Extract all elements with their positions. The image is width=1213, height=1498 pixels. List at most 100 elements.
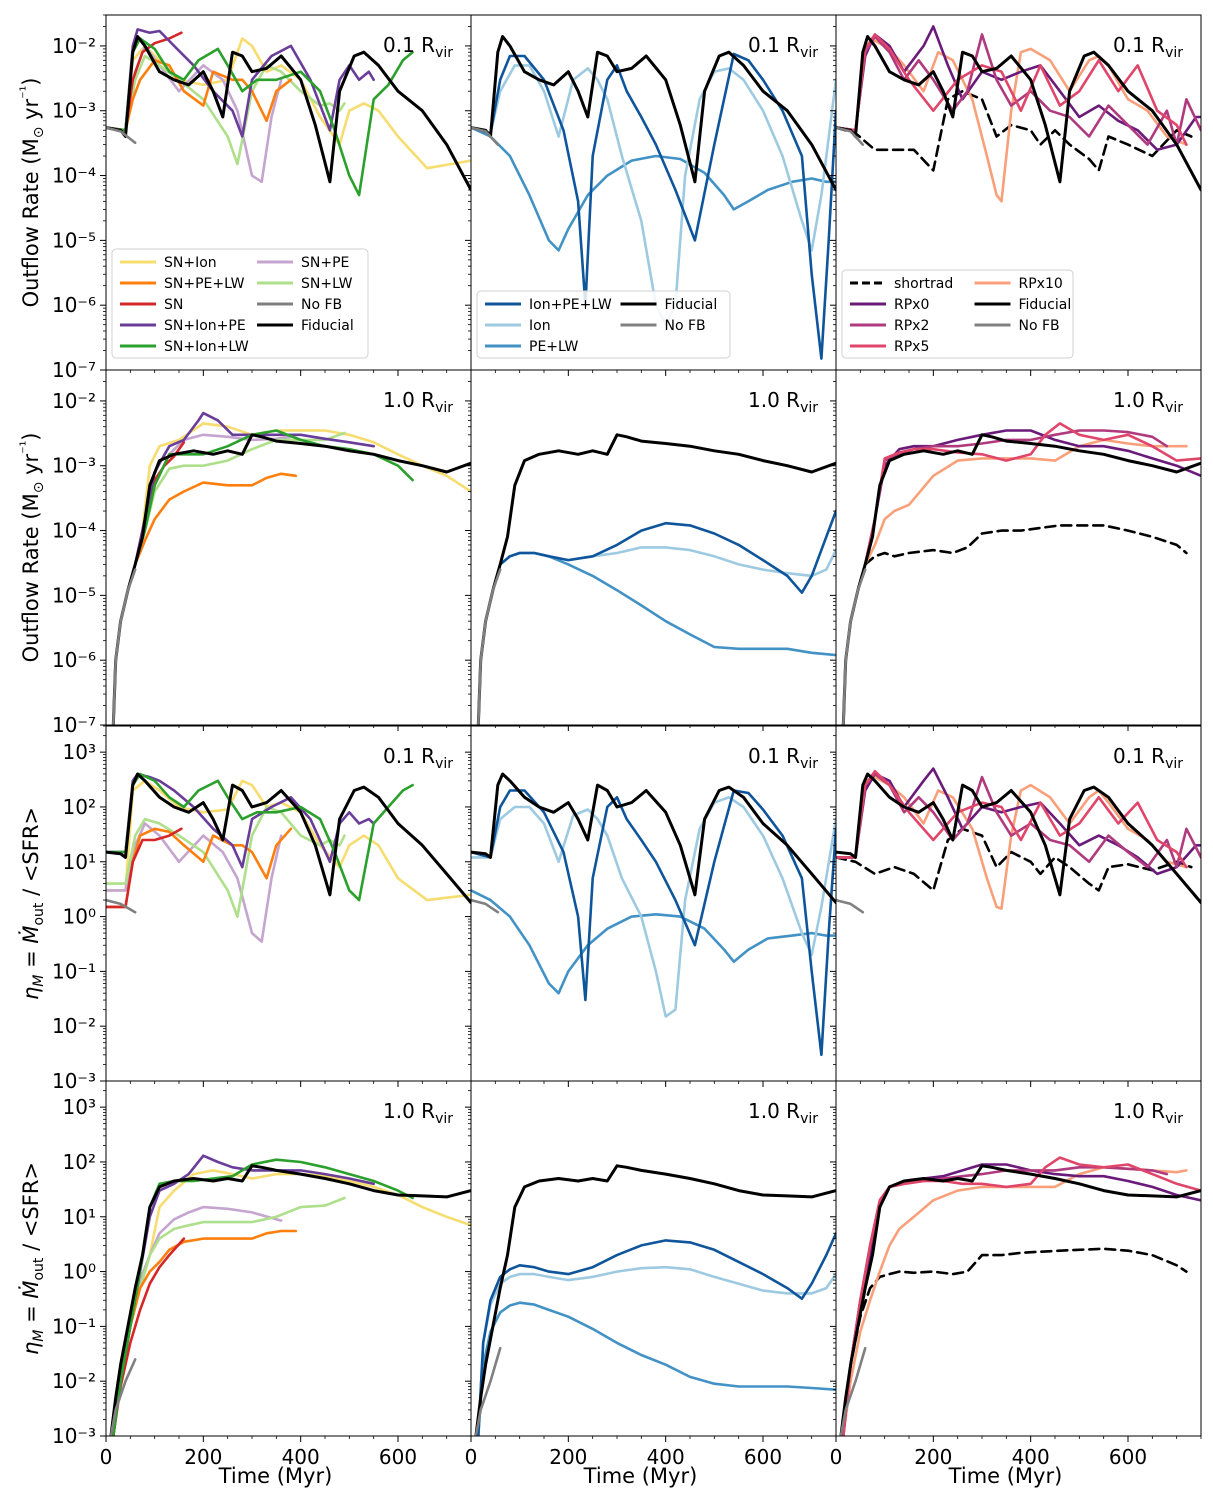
label-part: Outflow Rate (M [19, 493, 43, 662]
y-axis-label-eta-row3: ηM = Ṁout / <SFR> [18, 807, 47, 1000]
y-tick-label: 10⁰ [63, 905, 96, 929]
series-line-no-fb [471, 126, 500, 146]
series-line-sn-pe-lw [106, 59, 293, 132]
series-line-fiducial [109, 1164, 471, 1436]
series-group [841, 422, 1201, 725]
series-line-rpx5 [863, 422, 1201, 566]
annotation-subscript: vir [800, 400, 818, 416]
x-tick-label: 200 [184, 1445, 222, 1469]
label-part: / <SFR> [19, 807, 43, 903]
legend-box [841, 269, 1074, 359]
series-line-rpx10 [836, 39, 1188, 203]
x-axis-label: Time (Myr) [218, 1464, 333, 1488]
label-part: ⊙ [31, 482, 47, 494]
axes-frame [835, 725, 1202, 1082]
x-tick-label: 400 [647, 1445, 685, 1469]
panel-row1-col3: 0.1 Rvir [830, 14, 1202, 376]
legend-label: Fiducial [301, 318, 354, 334]
y-tick-label: 10⁻⁶ [52, 648, 96, 672]
axes-frame [470, 725, 837, 1082]
annotation-subscript: vir [1165, 45, 1183, 61]
series-line-fiducial [106, 772, 471, 905]
y-tick-label: 10² [63, 1150, 96, 1174]
y-tick-label: 10⁻² [52, 1014, 96, 1038]
series-line-no-fb [106, 898, 137, 914]
series-line-ion-pe-lw [498, 509, 836, 594]
legend-label: No FB [301, 297, 342, 313]
series-line-rpx2 [842, 1166, 1169, 1436]
y-tick-label: 10³ [63, 1095, 96, 1119]
annotation-subscript: vir [800, 756, 818, 772]
legend-label: SN+Ion+LW [164, 339, 249, 355]
legend-label: SN+LW [301, 276, 353, 292]
radius-annotation: 1.0 Rvir [383, 388, 453, 416]
x-tick-label: 200 [549, 1445, 587, 1469]
axes-frame [105, 369, 472, 726]
panel-row1-col1: 10⁻⁷ 10⁻⁶ 10⁻⁵ 10⁻⁴ 10⁻³ 10⁻² 0.1 Rvir [52, 14, 472, 382]
series-line-sn-pe-lw [133, 472, 298, 566]
radius-annotation: 1.0 Rvir [748, 388, 818, 416]
annotation-subscript: vir [800, 1111, 818, 1127]
x-tick-label: 0 [830, 1445, 843, 1469]
series-line-rpx10 [863, 438, 1188, 566]
x-axis-label: Time (Myr) [948, 1464, 1063, 1488]
panel-row2-col2: 1.0 Rvir [465, 369, 837, 731]
x-tick-label: 200 [914, 1445, 952, 1469]
series-line-sn-lw [106, 805, 346, 918]
series-group [836, 25, 1201, 203]
series-group [839, 1156, 1201, 1436]
series-line-no-fb [474, 1346, 502, 1436]
x-axis-label: Time (Myr) [583, 1464, 698, 1488]
legend-2: Ion+PE+LW Ion PE+LW Fiducial No FB [476, 290, 731, 359]
series-line-fiducial [841, 433, 1201, 725]
axes-frame [835, 369, 1202, 726]
series-group [836, 767, 1201, 914]
legend-label: Ion+PE+LW [529, 297, 612, 313]
y-axis-label-outflow-row2: Outflow Rate (M⊙ yr⁻¹) [18, 433, 47, 663]
label-part: Outflow Rate (M [19, 138, 43, 307]
series-line-rpx0 [842, 1163, 1201, 1436]
series-group [106, 28, 471, 197]
label-part: ) [19, 78, 43, 86]
y-tick-label: 10⁻¹ [52, 959, 96, 983]
series-line-no-fb [836, 126, 865, 146]
y-tick-label: 10³ [63, 740, 96, 764]
panel-row3-col1: 10⁻³ 10⁻² 10⁻¹ 10⁰ 10¹ 10² 10³ 0.1 Rvir [52, 725, 472, 1093]
series-line-fiducial [471, 35, 836, 192]
series-line-sn [112, 1237, 186, 1436]
series-line-no-fb [106, 126, 137, 145]
legend-label: PE+LW [529, 339, 579, 355]
y-tick-label: 10⁻² [52, 1369, 96, 1393]
series-line-sn-ion-pe [106, 28, 375, 138]
radius-annotation: 0.1 Rvir [383, 33, 453, 61]
label-part: out [31, 902, 47, 925]
series-line-fiducial [836, 772, 1201, 905]
panel-row3-col2: 0.1 Rvir [465, 725, 837, 1087]
series-line-ion [498, 546, 836, 578]
panel-row4-col2: 0 200 400 600 1.0 Rvir [465, 1080, 837, 1469]
y-tick-label: 10⁻⁷ [52, 713, 96, 737]
series-line-sn-ion-lw [112, 1158, 414, 1436]
panel-row4-col1: 10⁻³ 10⁻² 10⁻¹ 10⁰ 10¹ 10² 10³ 0 200 400 600 1.0 Rv… [52, 1080, 472, 1469]
series-line-pe-lw [471, 126, 836, 252]
series-line-rpx5 [836, 769, 1188, 869]
legend-box [476, 290, 731, 359]
annotation-subscript: vir [1165, 400, 1183, 416]
y-tick-label: 10⁻³ [52, 1069, 96, 1093]
series-group [111, 411, 471, 725]
x-tick-label: 0 [100, 1445, 113, 1469]
label-part: ⊙ [31, 127, 47, 139]
legend-1: SN+Ion SN+PE+LW SN SN+Ion+PE SN+Ion+LW SN+PE S… [111, 248, 369, 359]
series-line-ion-pe-lw [471, 789, 836, 1057]
y-tick-label: 10⁻¹ [52, 1314, 96, 1338]
series-line-fiducial [839, 1164, 1201, 1436]
legend-label: SN [164, 297, 183, 313]
x-tick-label: 600 [1109, 1445, 1147, 1469]
annotation-subscript: vir [1165, 756, 1183, 772]
series-line-no-fb [112, 568, 137, 725]
y-tick-label: 10⁻⁵ [52, 228, 96, 252]
legend-label: RPx10 [1019, 276, 1063, 292]
series-line-no-fb [471, 898, 500, 914]
label-part: η [19, 1342, 43, 1355]
y-tick-label: 10⁻³ [52, 99, 96, 123]
